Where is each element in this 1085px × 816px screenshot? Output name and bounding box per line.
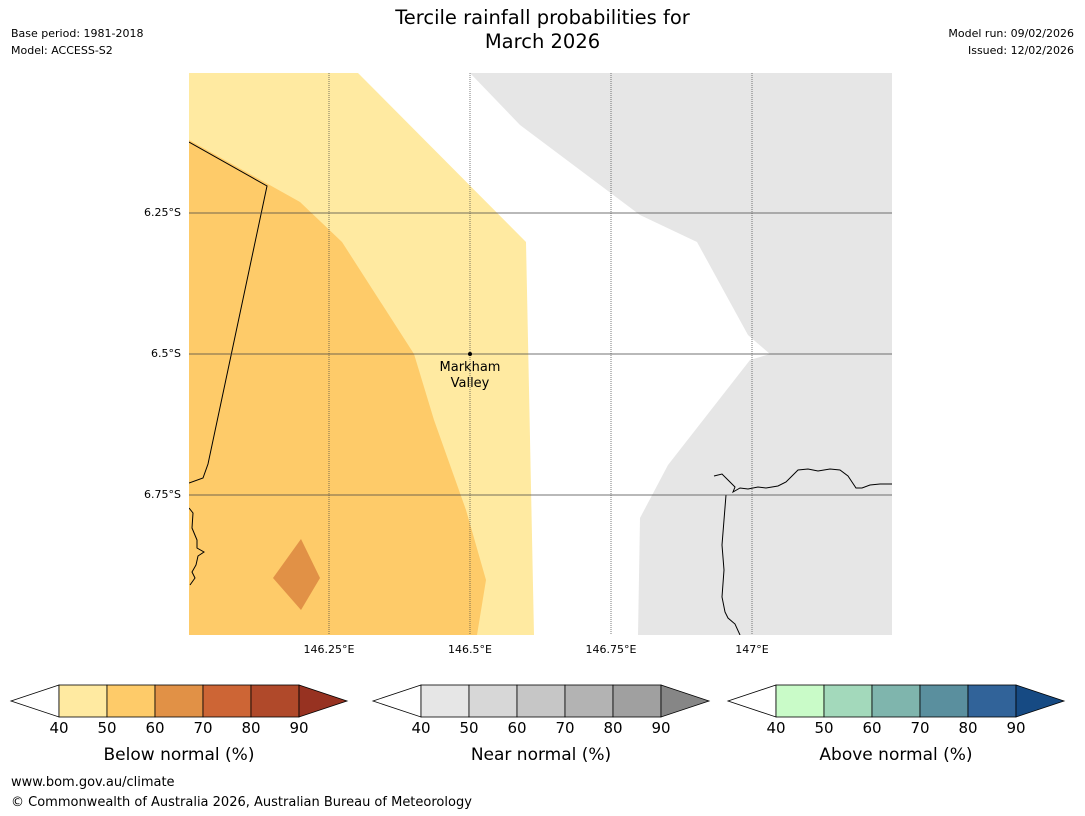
near-tick-80: 80 xyxy=(603,719,623,737)
colorbar-near-label: Near normal (%) xyxy=(470,745,612,765)
lon-label-2: 146.5°E xyxy=(448,643,492,656)
colorbar-below-segment-60 xyxy=(154,684,204,718)
colorbar-above-segment-70 xyxy=(919,684,969,718)
colorbar-near-segment-70 xyxy=(564,684,614,718)
below-tick-70: 70 xyxy=(193,719,213,737)
east-coastline xyxy=(713,468,892,635)
above-tick-80: 80 xyxy=(958,719,978,737)
below-tick-80: 80 xyxy=(241,719,261,737)
colorbar-below-segment-70 xyxy=(202,684,252,718)
west-coastline xyxy=(189,507,205,586)
colorbar-below-segment-80 xyxy=(250,684,300,718)
near-normal-region xyxy=(470,73,892,635)
title-line-2: March 2026 xyxy=(484,30,601,53)
above-tick-50: 50 xyxy=(814,719,834,737)
colorbar-below-segment-50 xyxy=(106,684,156,718)
below-tick-60: 60 xyxy=(145,719,165,737)
colorbar-near-over-triangle xyxy=(660,684,711,718)
page-title: Tercile rainfall probabilities for March… xyxy=(0,6,1085,54)
above-tick-90: 90 xyxy=(1006,719,1026,737)
border-line xyxy=(189,141,268,484)
above-tick-60: 60 xyxy=(862,719,882,737)
below-tick-50: 50 xyxy=(97,719,117,737)
colorbar-near-normal xyxy=(371,684,711,718)
colorbar-above-under-triangle xyxy=(726,684,777,718)
location-name-line-1: Markham xyxy=(439,360,501,375)
colorbar-near-segment-40 xyxy=(420,684,470,718)
below-normal-60-region xyxy=(273,539,320,610)
lon-label-4: 147°E xyxy=(735,643,769,656)
colorbar-above-normal xyxy=(726,684,1066,718)
colorbar-below-under-triangle xyxy=(9,684,60,718)
colorbar-above-segment-60 xyxy=(871,684,921,718)
colorbar-above-over-triangle xyxy=(1015,684,1066,718)
location-label: Markham Valley xyxy=(420,360,520,392)
above-tick-40: 40 xyxy=(766,719,786,737)
colorbar-near-under-triangle xyxy=(371,684,422,718)
lon-label-1: 146.25°E xyxy=(303,643,355,656)
near-tick-90: 90 xyxy=(651,719,671,737)
below-tick-90: 90 xyxy=(289,719,309,737)
near-tick-60: 60 xyxy=(507,719,527,737)
lat-label-3: 6.75°S xyxy=(144,488,181,501)
below-tick-40: 40 xyxy=(49,719,69,737)
base-period: Base period: 1981-2018 xyxy=(11,27,144,40)
lat-label-2: 6.5°S xyxy=(151,347,181,360)
colorbar-below-segment-40 xyxy=(58,684,108,718)
lon-label-3: 146.75°E xyxy=(585,643,637,656)
lat-label-1: 6.25°S xyxy=(144,206,181,219)
colorbar-above-segment-80 xyxy=(967,684,1017,718)
colorbar-below-label: Below normal (%) xyxy=(103,745,255,765)
colorbar-near-segment-80 xyxy=(612,684,662,718)
colorbar-below-over-triangle xyxy=(298,684,349,718)
footer-copyright: © Commonwealth of Australia 2026, Austra… xyxy=(11,795,472,810)
colorbar-near-segment-60 xyxy=(516,684,566,718)
model-run: Model run: 09/02/2026 xyxy=(948,27,1074,40)
gridlines xyxy=(189,73,892,635)
above-tick-70: 70 xyxy=(910,719,930,737)
colorbar-above-label: Above normal (%) xyxy=(819,745,973,765)
title-line-1: Tercile rainfall probabilities for xyxy=(395,6,690,29)
below-normal-50-region xyxy=(189,140,486,635)
near-tick-40: 40 xyxy=(411,719,431,737)
near-tick-70: 70 xyxy=(555,719,575,737)
location-name-line-2: Valley xyxy=(450,376,490,391)
model-name: Model: ACCESS-S2 xyxy=(11,44,113,57)
colorbar-near-segment-50 xyxy=(468,684,518,718)
colorbar-above-segment-50 xyxy=(823,684,873,718)
location-marker xyxy=(468,352,472,356)
colorbar-below-normal xyxy=(9,684,349,718)
near-tick-50: 50 xyxy=(459,719,479,737)
issued-date: Issued: 12/02/2026 xyxy=(967,44,1074,57)
footer-url: www.bom.gov.au/climate xyxy=(11,775,175,790)
colorbar-above-segment-40 xyxy=(775,684,825,718)
